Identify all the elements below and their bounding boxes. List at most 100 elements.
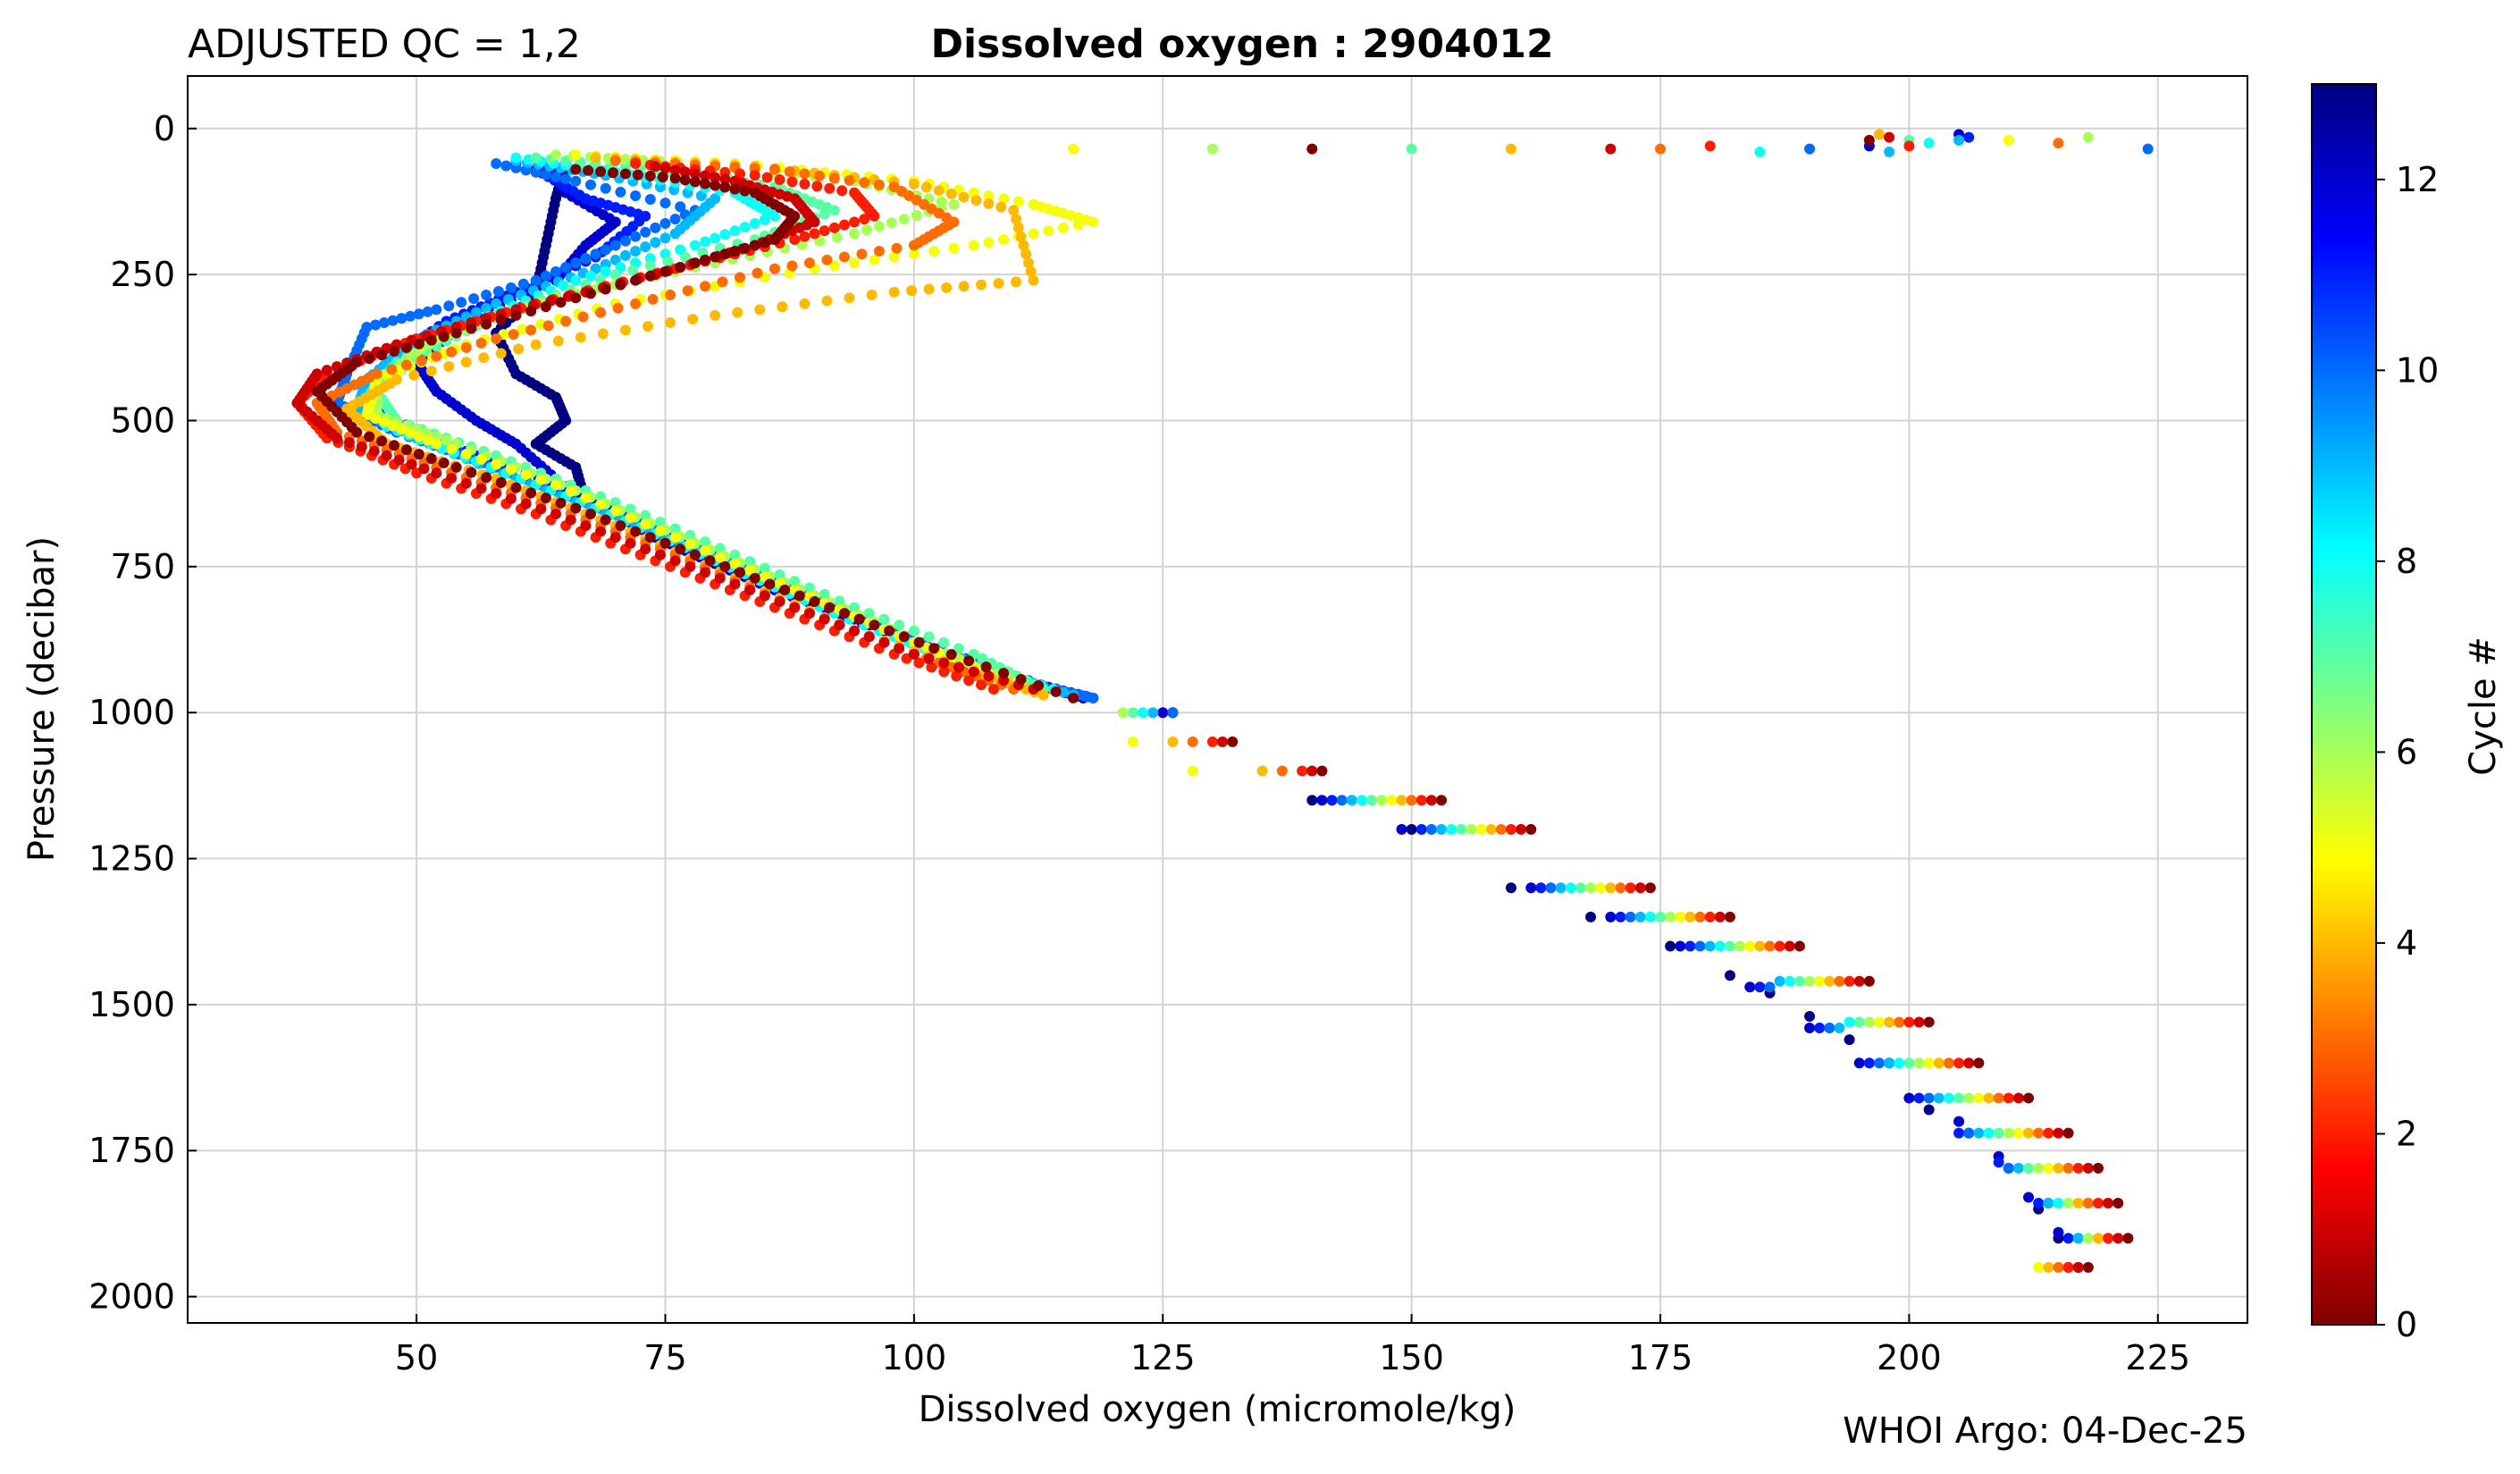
data-point [577, 311, 589, 323]
data-point [654, 549, 666, 560]
data-point [443, 300, 455, 312]
data-point [933, 185, 945, 197]
data-point [630, 274, 642, 286]
data-point [644, 270, 656, 282]
data-point [2053, 138, 2064, 149]
data-point [951, 670, 962, 682]
data-point [1396, 795, 1407, 806]
data-point [714, 543, 726, 554]
data-point [853, 613, 865, 625]
data-point [505, 493, 517, 504]
data-point [1943, 1092, 1954, 1104]
data-point [570, 274, 582, 286]
data-point [422, 306, 433, 317]
data-point [1167, 707, 1179, 719]
data-point [749, 572, 760, 584]
data-point [1147, 707, 1159, 719]
data-point [838, 608, 850, 619]
grid-lines [188, 76, 2247, 1323]
data-point [913, 657, 925, 669]
data-point [685, 529, 696, 541]
data-point [400, 359, 412, 371]
data-point [2012, 1162, 2024, 1174]
data-point [1704, 911, 1716, 922]
data-point [584, 288, 596, 299]
data-point [908, 178, 920, 190]
data-point [481, 472, 492, 484]
data-point [2072, 1162, 2084, 1174]
data-point [659, 198, 671, 209]
data-point [1894, 1057, 1905, 1069]
data-point [460, 449, 472, 460]
data-point [370, 413, 382, 425]
data-point [2043, 1261, 2054, 1273]
data-point [1436, 795, 1448, 806]
data-point [803, 608, 815, 619]
data-point [389, 440, 400, 451]
data-point [418, 463, 430, 475]
data-point [1694, 940, 1706, 952]
data-point [584, 179, 596, 190]
data-point [316, 382, 328, 393]
data-point [510, 482, 522, 493]
data-point [425, 365, 437, 376]
data-point [1983, 1127, 1995, 1139]
data-point [838, 251, 850, 263]
data-point [1804, 1023, 1816, 1034]
data-point [1575, 882, 1586, 894]
data-point [1844, 1016, 1855, 1028]
data-point [884, 625, 895, 636]
data-point [894, 619, 905, 631]
data-point [977, 653, 988, 664]
data-point [1903, 1092, 1915, 1104]
data-point [1072, 219, 1084, 231]
data-point [475, 483, 487, 494]
data-point [1525, 823, 1537, 835]
data-point [689, 240, 701, 251]
y-tick-label: 500 [110, 401, 175, 441]
data-point [714, 552, 726, 563]
data-point [644, 260, 656, 272]
data-point [789, 233, 801, 245]
data-point [1167, 736, 1179, 747]
data-point [685, 560, 696, 572]
data-point [824, 182, 836, 194]
y-axis-ticks: 0 250 500 750 1000 1250 1500 1750 2000 [88, 109, 197, 1317]
data-point [1923, 1092, 1935, 1104]
data-point [460, 341, 472, 353]
data-point [695, 190, 707, 201]
data-point [630, 231, 642, 242]
data-point [1306, 795, 1318, 806]
data-point [1933, 1057, 1945, 1069]
data-point [364, 431, 375, 442]
data-point [405, 310, 416, 322]
data-point [1033, 679, 1045, 691]
data-point [446, 473, 458, 484]
data-point [995, 201, 1007, 213]
plot-area [188, 76, 2247, 1323]
data-point [570, 164, 582, 175]
data-point [735, 272, 746, 283]
data-point [630, 246, 642, 257]
data-point [873, 179, 885, 190]
data-point [425, 334, 437, 346]
data-point [771, 231, 783, 242]
data-point [1276, 765, 1288, 777]
y-tick-label: 2000 [88, 1277, 175, 1317]
data-point [809, 596, 820, 608]
data-point [580, 493, 592, 504]
data-point [1793, 975, 1805, 987]
data-point [356, 441, 367, 452]
data-point [362, 405, 374, 417]
data-point [945, 649, 957, 661]
data-point [923, 631, 935, 643]
x-tick-label: 125 [1130, 1338, 1196, 1377]
data-point [739, 185, 751, 197]
data-point [1057, 222, 1069, 233]
data-point [491, 459, 502, 470]
data-point [1953, 134, 1965, 146]
data-point [938, 636, 950, 648]
data-point [1306, 765, 1318, 777]
data-point [1396, 823, 1407, 835]
data-point [1127, 736, 1138, 747]
